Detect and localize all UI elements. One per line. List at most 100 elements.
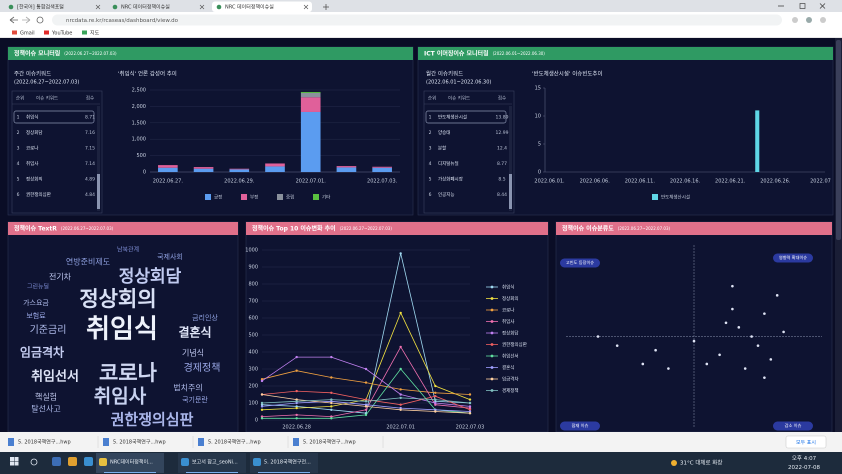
- bookmark[interactable]: 지도: [90, 30, 100, 37]
- legend-label[interactable]: 경제정책: [502, 387, 519, 394]
- row-highlight[interactable]: [425, 110, 507, 124]
- legend-dot[interactable]: [490, 354, 494, 358]
- download-item[interactable]: 5. 2018국책연구...hwp: [113, 439, 166, 446]
- point[interactable]: [782, 330, 785, 334]
- show-all-button[interactable]: [785, 435, 827, 449]
- keyword[interactable]: 정상회담: [26, 129, 43, 136]
- start-logo[interactable]: [10, 461, 14, 466]
- legend-label[interactable]: 정상회담: [502, 330, 519, 337]
- clock-date[interactable]: 2022-07-08: [788, 465, 820, 471]
- tab[interactable]: [212, 1, 312, 13]
- legend-label[interactable]: 취임사: [502, 318, 515, 325]
- start-logo[interactable]: [14, 457, 19, 461]
- taskbar-app-label[interactable]: NRC데이터정책이...: [110, 459, 153, 466]
- legend-label[interactable]: 반도체생산시설: [661, 194, 690, 201]
- cloud-word[interactable]: 국기문란: [182, 395, 208, 404]
- download-item[interactable]: 5. 2018국책연구...hwp: [18, 439, 71, 446]
- download-item[interactable]: 5. 2018국책연구...hwp: [303, 439, 356, 446]
- bookmark[interactable]: YouTube: [51, 31, 72, 37]
- point[interactable]: [743, 367, 747, 370]
- cloud-word[interactable]: 그린뉴딜: [27, 283, 49, 291]
- legend-label[interactable]: 부정: [250, 194, 258, 201]
- point[interactable]: [769, 358, 773, 361]
- legend-label[interactable]: 취임식: [502, 284, 514, 291]
- cloud-word[interactable]: 탈선사고: [31, 404, 60, 414]
- cloud-word[interactable]: 보험료: [26, 312, 46, 320]
- point[interactable]: [775, 294, 779, 297]
- taskbar-app-label[interactable]: 보고서 참고_seoNi...: [192, 459, 238, 466]
- tab-title[interactable]: NRC 데이터정책이슈실: [121, 4, 170, 11]
- cloud-word[interactable]: 취임사: [94, 386, 147, 408]
- legend-swatch[interactable]: [205, 194, 211, 200]
- point[interactable]: [718, 353, 721, 357]
- keyword[interactable]: 분할: [438, 145, 446, 152]
- point[interactable]: [750, 335, 753, 338]
- cloud-word[interactable]: 남북관계: [117, 246, 139, 254]
- point[interactable]: [756, 344, 760, 347]
- keyword[interactable]: 권한쟁의심판: [26, 191, 51, 198]
- toolbar-icon[interactable]: [806, 17, 812, 23]
- point[interactable]: [763, 376, 766, 379]
- point[interactable]: [615, 344, 619, 347]
- point[interactable]: [763, 312, 766, 315]
- legend-label[interactable]: 권한쟁의심판: [502, 341, 527, 348]
- legend-swatch[interactable]: [241, 194, 247, 200]
- keyword[interactable]: 가상화폐시장: [438, 176, 463, 183]
- download-icon[interactable]: [103, 438, 109, 446]
- point[interactable]: [705, 362, 709, 366]
- table-scroll-thumb[interactable]: [509, 174, 512, 209]
- url[interactable]: nrcdata.re.kr/rcaseas/dashboard/view.do: [66, 18, 179, 24]
- toolbar-icon[interactable]: [820, 17, 826, 23]
- back-button[interactable]: [9, 16, 18, 24]
- cloud-word[interactable]: 취임선서: [31, 369, 79, 385]
- tab-title[interactable]: NRC 데이터정책이슈실: [225, 4, 274, 11]
- url-box[interactable]: [52, 14, 782, 26]
- legend-dot[interactable]: [490, 389, 494, 392]
- weather[interactable]: 31°C 대체로 화창: [680, 459, 722, 467]
- clock-time[interactable]: 오후 4:07: [792, 455, 817, 462]
- cloud-word[interactable]: 국제사회: [157, 252, 183, 261]
- cloud-word[interactable]: 권한쟁의심판: [111, 411, 194, 429]
- taskbar-icon[interactable]: [84, 457, 93, 466]
- legend-label[interactable]: 임금격차: [502, 376, 519, 383]
- point[interactable]: [737, 326, 741, 329]
- point[interactable]: [667, 367, 670, 370]
- cloud-word[interactable]: 기념식: [182, 349, 204, 358]
- point[interactable]: [731, 307, 734, 311]
- start-logo[interactable]: [14, 461, 19, 466]
- legend-label[interactable]: 중립: [286, 194, 294, 201]
- cloud-word[interactable]: 정상회담: [119, 267, 182, 287]
- tab[interactable]: [4, 1, 104, 13]
- cloud-word[interactable]: 연방준비제도: [66, 257, 110, 267]
- legend-label[interactable]: 결혼식: [502, 364, 514, 371]
- legend-label[interactable]: 긍정: [214, 194, 222, 201]
- legend-swatch[interactable]: [652, 194, 658, 200]
- taskbar-app[interactable]: [96, 453, 164, 473]
- keyword[interactable]: 디지털뉴딜: [438, 160, 459, 167]
- legend-dot[interactable]: [490, 320, 494, 323]
- legend-dot[interactable]: [490, 366, 494, 369]
- download-item[interactable]: 5. 2018국책연구...hwp: [208, 439, 261, 446]
- taskbar-app[interactable]: [178, 453, 246, 473]
- legend-label[interactable]: 기타: [322, 194, 331, 201]
- cloud-word[interactable]: 기준금리: [30, 324, 67, 336]
- toolbar-icon[interactable]: [792, 17, 798, 23]
- cloud-word[interactable]: 경제정책: [184, 361, 221, 374]
- keyword[interactable]: 코로나: [26, 145, 38, 152]
- legend-dot[interactable]: [490, 285, 494, 289]
- keyword[interactable]: 취임사: [26, 160, 39, 167]
- cloud-word[interactable]: 결혼식: [178, 325, 211, 340]
- keyword[interactable]: 반도체생산시설: [438, 114, 467, 121]
- legend-label[interactable]: 정상회의: [502, 295, 519, 302]
- cloud-word[interactable]: 전기차: [49, 272, 72, 282]
- show-all[interactable]: 모두 표시: [796, 440, 816, 446]
- point[interactable]: [641, 362, 645, 366]
- legend-swatch[interactable]: [277, 194, 283, 200]
- download-icon[interactable]: [293, 438, 299, 446]
- table-scroll-thumb[interactable]: [97, 174, 100, 209]
- cloud-word[interactable]: 가스요금: [23, 298, 49, 307]
- scroll-thumb[interactable]: [836, 40, 841, 240]
- reload-button[interactable]: [36, 16, 44, 24]
- legend-swatch[interactable]: [313, 194, 319, 200]
- bookmark[interactable]: Gmail: [20, 31, 35, 37]
